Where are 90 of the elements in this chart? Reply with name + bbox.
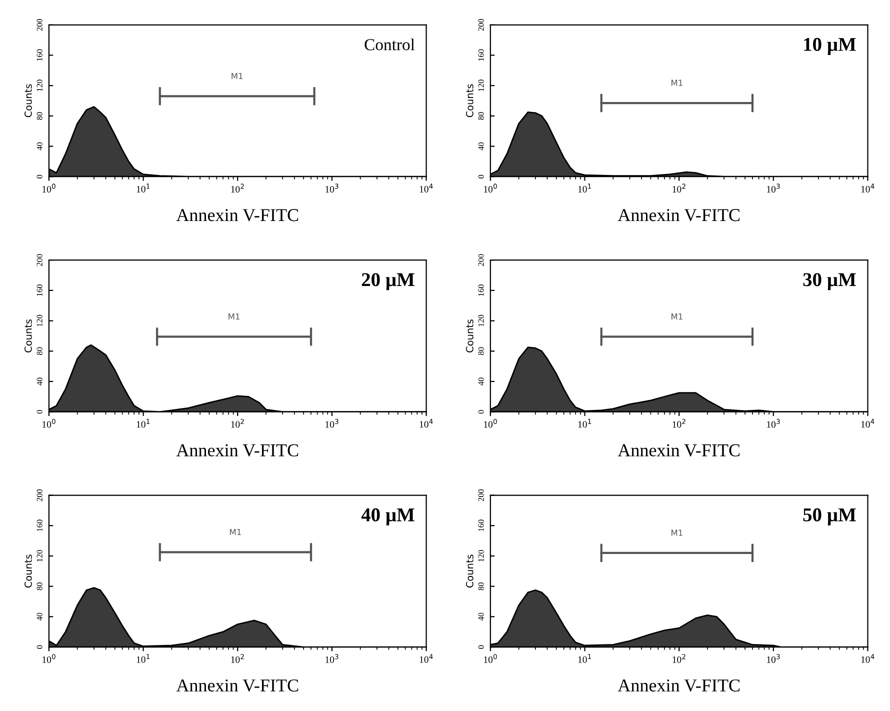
x-tick-label: 10$^{2}$: [231, 184, 244, 193]
x-tick-label: 10$^{4}$: [420, 184, 433, 192]
text: M1: [230, 528, 241, 536]
x-tick-label: 10$^{0}$: [42, 418, 56, 428]
y-axis-title: Counts: [466, 84, 474, 118]
y-axis-title: Counts: [24, 554, 32, 588]
text: M1: [672, 80, 682, 86]
x-tick-label: 10$^{0}$: [484, 418, 497, 428]
x-tick-label: 10$^{1}$: [578, 654, 592, 663]
y-tick-label: 0: [36, 410, 42, 414]
text: M1: [228, 313, 240, 320]
y-tick-label: 40: [36, 612, 42, 621]
y-tick-label: 160: [36, 284, 42, 296]
y-tick-label: 0: [478, 410, 484, 414]
y-tick-label: 200: [36, 18, 42, 31]
x-tick-label: 10$^{4}$: [861, 418, 874, 428]
text: 40 µM: [361, 508, 414, 526]
y-tick-label: 80: [36, 112, 42, 120]
y-tick-label: 120: [478, 80, 484, 92]
x-tick-label: 10$^{3}$: [767, 184, 780, 193]
y-tick-label: 80: [36, 582, 42, 590]
x-axis-title: Annexin V-FITC: [618, 679, 740, 692]
y-tick-label: 120: [36, 80, 42, 92]
y-tick-label: 40: [478, 378, 484, 386]
y-tick-label: 40: [36, 378, 42, 386]
text: 50 µM: [803, 508, 856, 526]
y-tick-label: 0: [36, 645, 42, 649]
x-tick-label: 10$^{3}$: [767, 654, 780, 663]
x-tick-label: 10$^{0}$: [484, 654, 497, 663]
x-tick-label: 10$^{0}$: [42, 654, 56, 663]
text: 30 µM: [803, 273, 856, 290]
x-tick-label: 10$^{3}$: [326, 418, 338, 428]
y-tick-label: 200: [478, 254, 484, 266]
y-axis-title: Counts: [24, 319, 32, 352]
y-tick-label: 0: [36, 174, 42, 178]
x-axis-title: Annexin V-FITC: [176, 444, 298, 456]
y-tick-label: 40: [478, 612, 484, 621]
x-tick-label: 10$^{4}$: [420, 654, 433, 663]
text: Control: [364, 38, 415, 50]
x-tick-label: 10$^{1}$: [578, 184, 592, 192]
x-tick-label: 10$^{3}$: [767, 418, 780, 428]
x-tick-label: 10$^{3}$: [326, 654, 338, 663]
x-tick-label: 10$^{4}$: [861, 654, 874, 663]
x-tick-label: 10$^{1}$: [136, 418, 150, 428]
y-tick-label: 80: [478, 347, 484, 355]
y-tick-label: 200: [36, 489, 42, 502]
x-axis-title: Annexin V-FITC: [176, 209, 298, 222]
x-tick-label: 10$^{3}$: [326, 184, 338, 193]
y-axis-title: Counts: [466, 554, 474, 588]
y-axis-title: Counts: [24, 84, 32, 118]
y-tick-label: 120: [478, 314, 484, 326]
y-tick-label: 120: [478, 550, 484, 562]
y-tick-label: 160: [478, 520, 484, 532]
x-tick-label: 10$^{4}$: [861, 184, 874, 192]
y-tick-label: 80: [478, 112, 484, 120]
y-tick-label: 160: [36, 49, 42, 61]
y-tick-label: 200: [478, 18, 484, 31]
y-tick-label: 160: [478, 49, 484, 61]
y-tick-label: 0: [478, 645, 484, 649]
text: 10 µM: [804, 38, 856, 55]
y-tick-label: 80: [36, 347, 42, 355]
y-tick-label: 120: [36, 314, 42, 326]
y-tick-label: 0: [478, 174, 484, 178]
text: M1: [672, 313, 682, 320]
y-tick-label: 200: [36, 254, 42, 266]
x-tick-label: 10$^{4}$: [420, 418, 433, 428]
y-tick-label: 40: [36, 142, 42, 150]
x-tick-label: 10$^{1}$: [136, 654, 150, 663]
y-tick-label: 120: [36, 550, 42, 562]
x-tick-label: 10$^{2}$: [672, 418, 686, 428]
x-tick-label: 10$^{2}$: [231, 418, 244, 428]
y-tick-label: 80: [478, 582, 484, 590]
x-tick-label: 10$^{2}$: [672, 184, 686, 193]
text: M1: [672, 530, 682, 536]
x-tick-label: 10$^{1}$: [578, 418, 592, 428]
text: M1: [232, 72, 243, 80]
y-tick-label: 200: [478, 489, 484, 502]
x-tick-label: 10$^{2}$: [672, 654, 686, 663]
x-tick-label: 10$^{0}$: [42, 184, 56, 193]
text: 20 µM: [362, 273, 414, 290]
x-tick-label: 10$^{1}$: [136, 184, 150, 192]
x-tick-label: 10$^{2}$: [231, 654, 244, 663]
x-tick-label: 10$^{0}$: [484, 184, 497, 193]
y-tick-label: 40: [478, 142, 484, 150]
x-axis-title: Annexin V-FITC: [176, 679, 298, 692]
x-axis-title: Annexin V-FITC: [618, 209, 740, 222]
y-tick-label: 160: [36, 520, 42, 532]
y-axis-title: Counts: [466, 319, 474, 352]
y-tick-label: 160: [478, 284, 484, 296]
x-axis-title: Annexin V-FITC: [618, 444, 740, 456]
